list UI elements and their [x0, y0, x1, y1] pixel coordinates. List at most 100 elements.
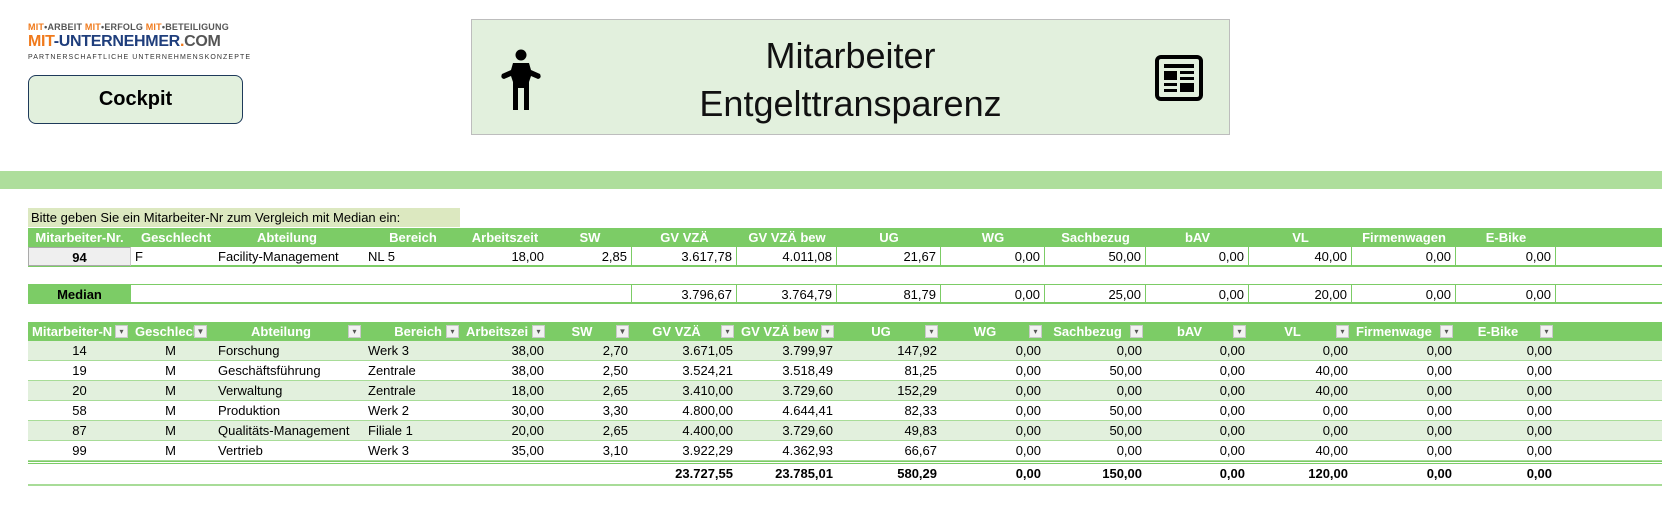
cell-wg: 0,00: [1015, 403, 1041, 418]
cell-ebike: 0,00: [1526, 343, 1552, 358]
filter-dropdown-icon[interactable]: ▾: [1130, 325, 1143, 338]
table-header-row: Mitarbeiter-N▾Geschlech▼Abteilung▾Bereic…: [28, 322, 1662, 341]
filter-dropdown-icon[interactable]: ▾: [348, 325, 361, 338]
total-firmenwagen: 0,00: [1426, 466, 1452, 481]
cell-sw: 2,70: [602, 343, 628, 358]
col-header-worktime: Arbeitszei: [466, 324, 529, 339]
lookup-ug: 21,67: [837, 247, 941, 266]
col-header: GV VZÄ bew: [748, 230, 826, 245]
cell-worktime: 30,00: [511, 403, 544, 418]
cell-department: Verwaltung: [218, 383, 283, 398]
page-title-banner: Mitarbeiter Entgelttransparenz: [471, 19, 1230, 135]
cell-sw: 2,50: [602, 363, 628, 378]
cell-bav: 0,00: [1219, 403, 1245, 418]
filter-dropdown-icon[interactable]: ▾: [1540, 325, 1553, 338]
table-row[interactable]: 19 M Geschäftsführung Zentrale 38,00 2,50 3.52…: [28, 361, 1662, 381]
median-wg: 0,00: [941, 285, 1045, 304]
col-header: Sachbezug: [1061, 230, 1130, 245]
col-header: GV VZÄ: [660, 230, 709, 245]
cockpit-button[interactable]: Cockpit: [28, 75, 243, 124]
cell-firmenwagen: 0,00: [1426, 343, 1452, 358]
cell-worktime: 35,00: [511, 443, 544, 458]
filter-dropdown-icon[interactable]: ▾: [1440, 325, 1453, 338]
employee-table: Mitarbeiter-N▾Geschlech▼Abteilung▾Bereic…: [28, 322, 1662, 486]
cell-wg: 0,00: [1015, 343, 1041, 358]
lookup-table: Mitarbeiter-Nr. Geschlecht Abteilung Ber…: [28, 228, 1662, 267]
cell-wg: 0,00: [1015, 363, 1041, 378]
table-row[interactable]: 14 M Forschung Werk 3 38,00 2,70 3.671,05 3.799…: [28, 341, 1662, 361]
cell-employee-number: 14: [72, 343, 87, 358]
totals-row: 23.727,55 23.785,01 580,29 0,00 150,00 0,00 12…: [28, 461, 1662, 486]
cell-wg: 0,00: [1015, 443, 1041, 458]
col-header-ug: UG: [871, 324, 891, 339]
cell-ebike: 0,00: [1526, 443, 1552, 458]
cell-ebike: 0,00: [1526, 383, 1552, 398]
col-header-sw: SW: [571, 324, 593, 339]
filter-dropdown-icon[interactable]: ▾: [925, 325, 938, 338]
cell-gv-vza: 3.671,05: [682, 343, 733, 358]
filter-dropdown-icon[interactable]: ▾: [1029, 325, 1042, 338]
col-header: Geschlecht: [140, 230, 212, 245]
filter-active-icon[interactable]: ▼: [194, 325, 207, 338]
employee-number-input[interactable]: 94: [28, 247, 131, 266]
cell-employee-number: 20: [72, 383, 87, 398]
cell-sachbezug: 50,00: [1109, 403, 1142, 418]
median-table: Median 3.796,67 3.764,79 81,79 0,00 25,0…: [28, 284, 1662, 304]
total-sachbezug: 150,00: [1102, 466, 1142, 481]
filter-dropdown-icon[interactable]: ▾: [446, 325, 459, 338]
filter-dropdown-icon[interactable]: ▾: [721, 325, 734, 338]
cell-gender: M: [165, 403, 176, 418]
table-row[interactable]: 20 M Verwaltung Zentrale 18,00 2,65 3.410,00 3.…: [28, 381, 1662, 401]
newspaper-icon: [1155, 55, 1203, 101]
cell-ug: 152,29: [897, 383, 937, 398]
filter-dropdown-icon[interactable]: ▾: [1336, 325, 1349, 338]
cell-worktime: 38,00: [511, 363, 544, 378]
col-header: VL: [1292, 230, 1309, 245]
cell-employee-number: 58: [72, 403, 87, 418]
cell-gv-vza: 4.400,00: [682, 423, 733, 438]
total-vl: 120,00: [1308, 466, 1348, 481]
col-header: Abteilung: [257, 230, 317, 245]
cell-area: Zentrale: [368, 383, 416, 398]
col-header-wg: WG: [973, 324, 997, 339]
cell-department: Qualitäts-Management: [218, 423, 350, 438]
lookup-bav: 0,00: [1146, 247, 1249, 266]
median-bav: 0,00: [1146, 285, 1249, 304]
cell-area: Werk 2: [368, 403, 409, 418]
cell-ebike: 0,00: [1526, 423, 1552, 438]
cell-sachbezug: 0,00: [1116, 443, 1142, 458]
filter-dropdown-icon[interactable]: ▾: [532, 325, 545, 338]
cell-bav: 0,00: [1219, 423, 1245, 438]
cell-wg: 0,00: [1015, 383, 1041, 398]
col-header-vl: VL: [1284, 324, 1301, 339]
cell-gv-vza-bew: 3.518,49: [782, 363, 833, 378]
col-header-gv-vza: GV VZÄ: [652, 324, 701, 339]
median-sachbezug: 25,00: [1045, 285, 1146, 304]
cell-vl: 40,00: [1315, 443, 1348, 458]
table-row[interactable]: 87 M Qualitäts-Management Filiale 1 20,00 2,6…: [28, 421, 1662, 441]
cell-vl: 0,00: [1322, 343, 1348, 358]
logo-tagline: MIT•ARBEIT MIT•ERFOLG MIT•BETEILIGUNG: [28, 22, 229, 32]
lookup-area: NL 5: [368, 249, 395, 264]
lookup-gv-vza: 3.617,78: [632, 247, 737, 266]
total-gv-vza-bew: 23.785,01: [775, 466, 833, 481]
col-header-gender: Geschlech: [135, 324, 194, 339]
cell-bav: 0,00: [1219, 383, 1245, 398]
table-row[interactable]: 58 M Produktion Werk 2 30,00 3,30 4.800,00 4.64…: [28, 401, 1662, 421]
cell-vl: 40,00: [1315, 363, 1348, 378]
col-header: UG: [879, 230, 899, 245]
lookup-worktime: 18,00: [511, 249, 544, 264]
lookup-vl: 40,00: [1249, 247, 1352, 266]
filter-dropdown-icon[interactable]: ▾: [1233, 325, 1246, 338]
cell-sw: 3,30: [602, 403, 628, 418]
logo-subtitle: PARTNERSCHAFTLICHE UNTERNEHMENSKONZEPTE: [28, 54, 252, 61]
filter-dropdown-icon[interactable]: ▾: [821, 325, 834, 338]
sort-asc-dropdown-icon[interactable]: ▾: [115, 325, 128, 338]
lookup-sw: 2,85: [548, 247, 632, 266]
cell-gv-vza: 3.524,21: [682, 363, 733, 378]
cell-gender: M: [165, 443, 176, 458]
lookup-department: Facility-Management: [218, 249, 339, 264]
cell-area: Werk 3: [368, 343, 409, 358]
filter-active-icon[interactable]: ▼: [616, 325, 629, 338]
table-row[interactable]: 99 M Vertrieb Werk 3 35,00 3,10 3.922,29 4.362,…: [28, 441, 1662, 461]
